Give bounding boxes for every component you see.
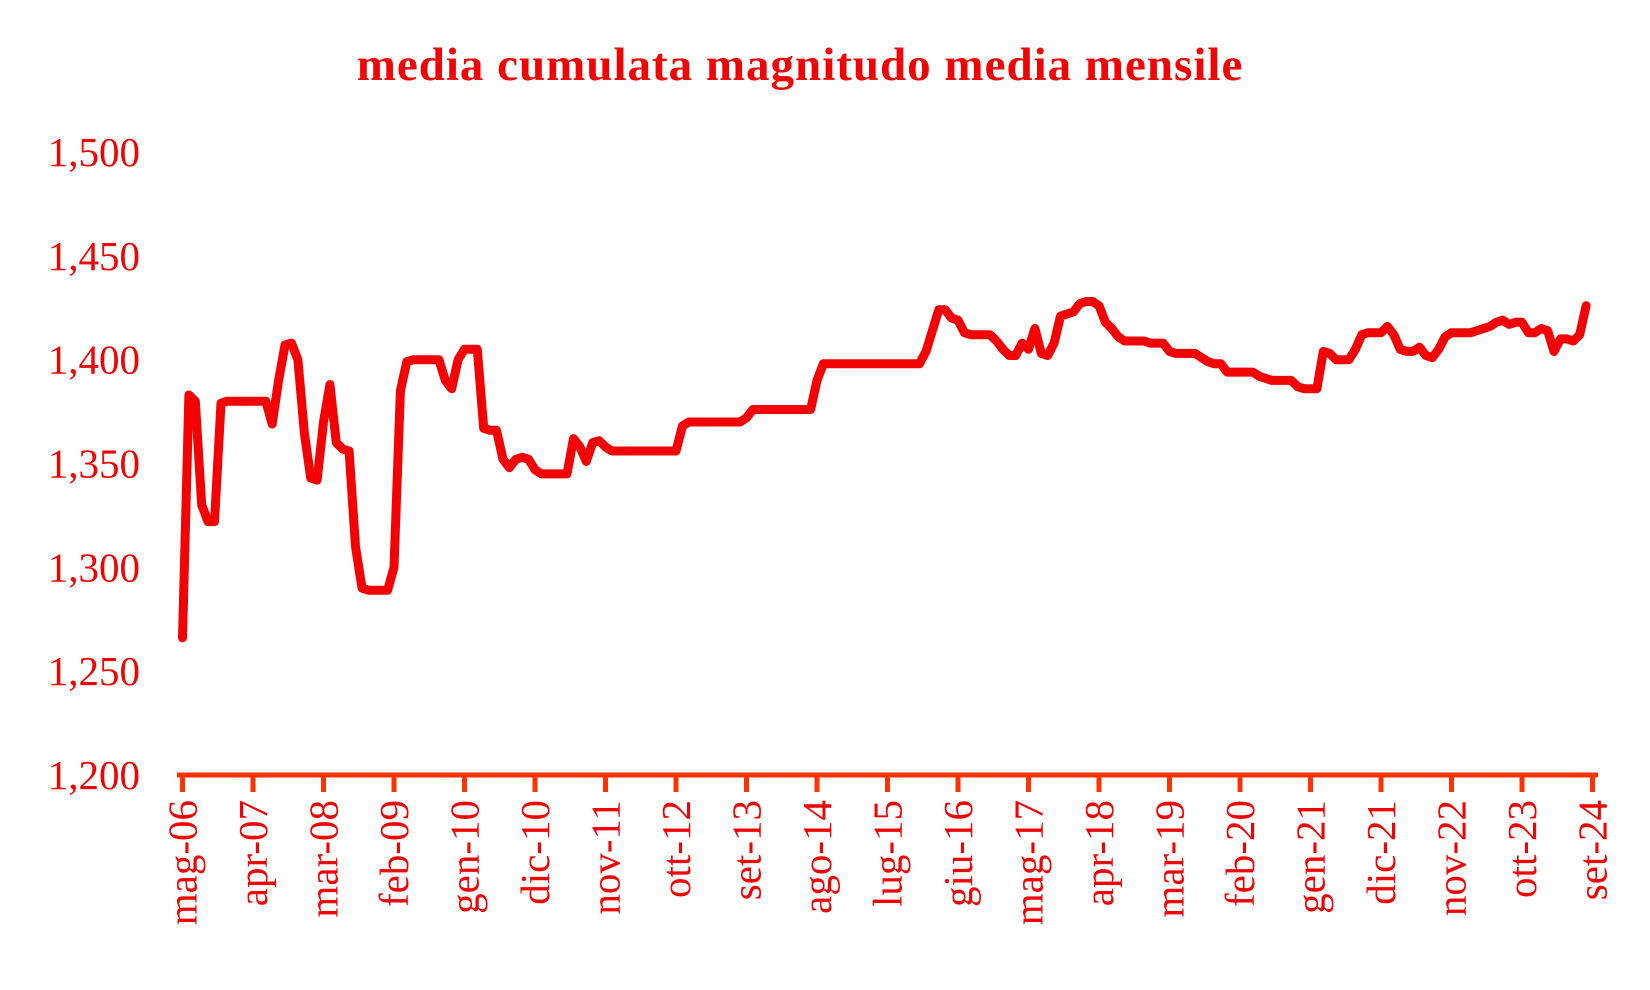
x-tick-label: ago-14 <box>794 800 840 914</box>
y-tick-label: 1,450 <box>48 233 140 279</box>
x-tick-label: nov-22 <box>1429 800 1475 916</box>
y-tick-label: 1,300 <box>48 544 140 590</box>
x-tick-label: mag-17 <box>1006 800 1052 925</box>
y-axis-labels: 1,200 1,250 1,300 1,350 1,400 1,450 1,500 <box>48 129 140 798</box>
x-tick-label: gen-10 <box>442 800 488 914</box>
x-tick-label: gen-21 <box>1288 800 1334 914</box>
x-tick-label: feb-09 <box>371 800 417 907</box>
x-tick-label: ott-12 <box>653 800 699 898</box>
x-tick-label: mar-08 <box>301 800 347 918</box>
chart-title: media cumulata magnitudo media mensile <box>356 39 1244 91</box>
x-tick-label: apr-18 <box>1076 800 1122 906</box>
y-tick-label: 1,350 <box>48 441 140 487</box>
x-axis <box>177 772 1598 792</box>
x-tick-label: ott-23 <box>1499 800 1545 898</box>
series-group <box>178 297 1591 643</box>
y-tick-label: 1,500 <box>48 129 140 175</box>
y-tick-label: 1,200 <box>48 752 140 798</box>
x-tick-label: feb-20 <box>1217 800 1263 907</box>
x-axis-labels: mag-06 apr-07 mar-08 feb-09 gen-10 dic-10 nov-… <box>160 800 1616 925</box>
x-tick-label: giu-16 <box>935 800 981 907</box>
x-tick-label: nov-11 <box>583 800 629 915</box>
x-tick-label: set-13 <box>724 800 770 900</box>
x-tick-label: lug-15 <box>865 800 911 907</box>
plot-line <box>178 297 1591 643</box>
x-tick-label: dic-10 <box>512 800 558 905</box>
x-tick-label: mag-06 <box>160 800 206 925</box>
x-tick-label: set-24 <box>1570 800 1616 900</box>
x-tick-label: mar-19 <box>1147 800 1193 918</box>
y-tick-label: 1,250 <box>48 648 140 694</box>
y-tick-label: 1,400 <box>48 337 140 383</box>
x-tick-label: dic-21 <box>1358 800 1404 905</box>
x-tick-label: apr-07 <box>230 800 276 906</box>
